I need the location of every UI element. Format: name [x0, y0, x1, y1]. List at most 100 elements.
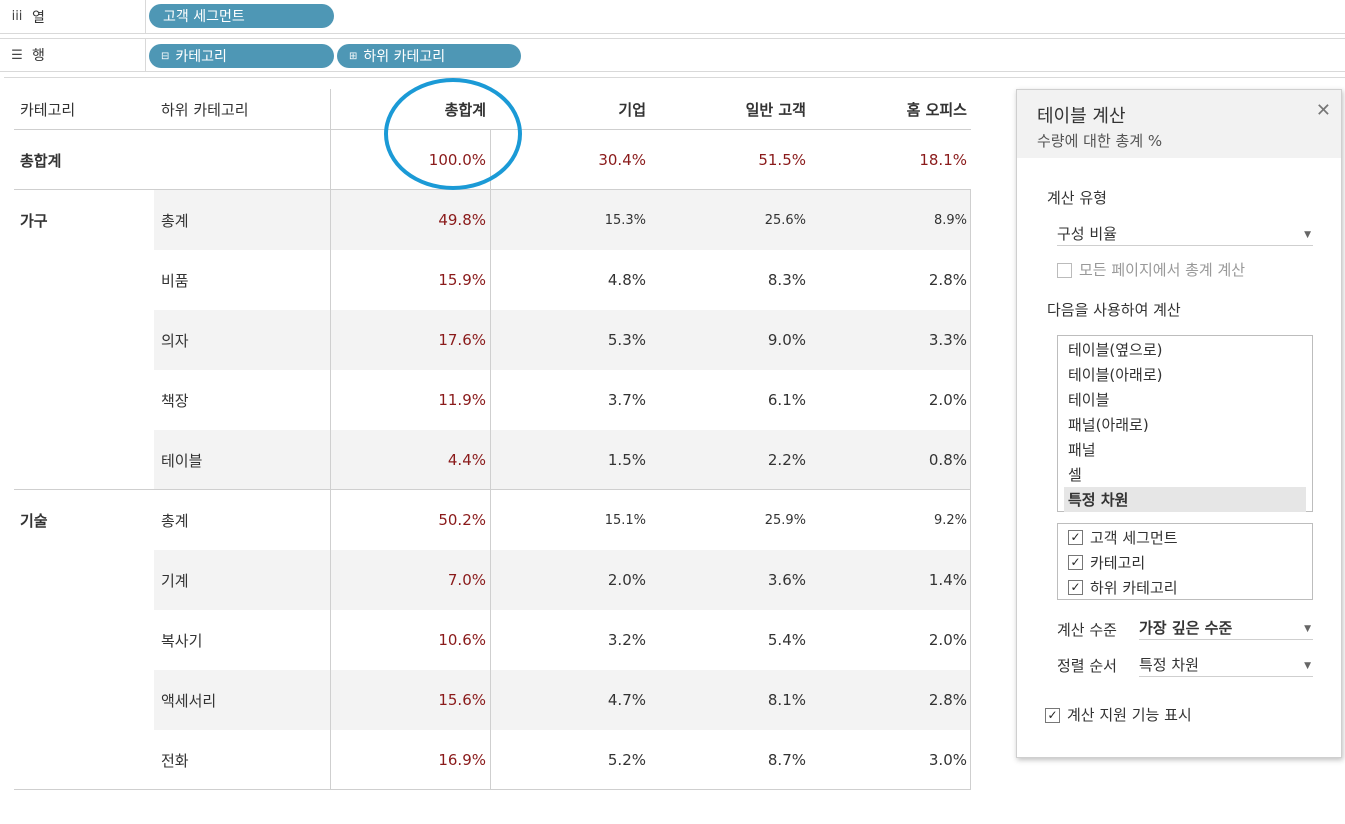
value-cell[interactable]: 25.9% [764, 512, 806, 528]
value-cell[interactable]: 3.3% [928, 331, 967, 349]
compute-option[interactable]: 패널(아래로) [1068, 416, 1149, 434]
value-cell[interactable]: 16.9% [438, 751, 486, 769]
category-technology[interactable]: 기술 [20, 512, 48, 530]
collapse-icon[interactable]: ⊟ [161, 50, 170, 62]
value-cell[interactable]: 8.9% [933, 212, 967, 228]
value-cell[interactable]: 8.3% [767, 271, 806, 289]
value-cell[interactable]: 2.0% [928, 631, 967, 649]
value-cell[interactable]: 8.1% [767, 691, 806, 709]
columns-shelf: iii 열 고객 세그먼트 [0, 0, 1345, 34]
dimension-item[interactable]: ✓ 카테고리 [1058, 550, 1312, 575]
sub-category-cell[interactable]: 총계 [161, 511, 189, 530]
value-cell[interactable]: 7.0% [447, 571, 486, 589]
value-cell[interactable]: 9.2% [933, 512, 967, 528]
header-sub-category[interactable]: 하위 카테고리 [161, 101, 249, 119]
value-cell[interactable]: 1.4% [928, 571, 967, 589]
dialog-header: 테이블 계산 수량에 대한 총계 % ✕ [1017, 90, 1341, 158]
grand-total-consumer[interactable]: 51.5% [758, 151, 806, 169]
compute-option[interactable]: 패널 [1068, 441, 1096, 459]
sub-category-cell[interactable]: 의자 [161, 331, 189, 350]
sub-category-cell[interactable]: 총계 [161, 211, 189, 230]
value-cell[interactable]: 11.9% [438, 391, 486, 409]
band [154, 310, 971, 370]
checkbox-checked[interactable]: ✓ [1045, 708, 1060, 723]
value-cell[interactable]: 50.2% [438, 511, 486, 529]
compute-option[interactable]: 테이블(옆으로) [1068, 341, 1163, 359]
grand-total-home-office[interactable]: 18.1% [919, 151, 967, 169]
value-cell[interactable]: 2.0% [607, 571, 646, 589]
value-cell[interactable]: 15.3% [604, 212, 646, 228]
pill-sub-category[interactable]: ⊞ 하위 카테고리 [337, 44, 521, 68]
sub-category-cell[interactable]: 기계 [161, 571, 189, 590]
compute-option[interactable]: 셀 [1068, 466, 1082, 484]
compute-option[interactable]: 테이블 [1068, 391, 1110, 409]
value-cell[interactable]: 6.1% [767, 391, 806, 409]
dropdown-arrow-icon: ▼ [1304, 230, 1311, 240]
value-cell[interactable]: 2.8% [928, 691, 967, 709]
header-home-office[interactable]: 홈 오피스 [906, 101, 967, 119]
band [154, 670, 971, 730]
sub-category-cell[interactable]: 책장 [161, 391, 189, 410]
value-cell[interactable]: 5.2% [607, 751, 646, 769]
value-cell[interactable]: 9.0% [767, 331, 806, 349]
columns-icon: iii [11, 9, 23, 24]
compute-option-selected[interactable]: 특정 차원 [1064, 487, 1306, 512]
value-cell[interactable]: 15.6% [438, 691, 486, 709]
checkbox-checked[interactable]: ✓ [1068, 580, 1083, 595]
value-cell[interactable]: 4.8% [607, 271, 646, 289]
sort-dropdown[interactable]: 특정 차원 ▼ [1139, 653, 1313, 677]
show-assistance-option[interactable]: ✓ 계산 지원 기능 표시 [1045, 704, 1192, 725]
compute-using-label: 다음을 사용하여 계산 [1047, 301, 1181, 319]
value-cell[interactable]: 2.2% [767, 451, 806, 469]
sub-category-cell[interactable]: 복사기 [161, 631, 203, 650]
level-label: 계산 수준 [1057, 621, 1117, 639]
dialog-subtitle: 수량에 대한 총계 % [1037, 132, 1163, 150]
sub-category-cell[interactable]: 비품 [161, 271, 189, 290]
value-cell[interactable]: 8.7% [767, 751, 806, 769]
value-cell[interactable]: 2.8% [928, 271, 967, 289]
sub-category-cell[interactable]: 테이블 [161, 451, 203, 470]
compute-using-list: 테이블(옆으로) 테이블(아래로) 테이블 패널(아래로) 패널 셀 특정 차원 [1057, 335, 1313, 512]
value-cell[interactable]: 10.6% [438, 631, 486, 649]
value-cell[interactable]: 2.0% [928, 391, 967, 409]
header-consumer[interactable]: 일반 고객 [745, 101, 806, 119]
rows-shelf: ☰ 행 ⊟ 카테고리 ⊞ 하위 카테고리 [0, 38, 1345, 72]
category-furniture[interactable]: 가구 [20, 212, 48, 230]
value-cell[interactable]: 15.9% [438, 271, 486, 289]
value-cell[interactable]: 4.4% [447, 451, 486, 469]
value-cell[interactable]: 49.8% [438, 211, 486, 229]
value-cell[interactable]: 4.7% [607, 691, 646, 709]
value-cell[interactable]: 3.0% [928, 751, 967, 769]
table-calculation-dialog: 테이블 계산 수량에 대한 총계 % ✕ 계산 유형 구성 비율 ▼ 모든 페이… [1016, 89, 1342, 758]
calc-type-label: 계산 유형 [1047, 189, 1107, 207]
grand-total-label: 총합계 [20, 151, 62, 170]
value-cell[interactable]: 5.3% [607, 331, 646, 349]
expand-icon[interactable]: ⊞ [349, 50, 358, 62]
pill-customer-segment[interactable]: 고객 세그먼트 [149, 4, 334, 28]
dimension-item[interactable]: ✓ 고객 세그먼트 [1058, 525, 1312, 550]
value-cell[interactable]: 0.8% [928, 451, 967, 469]
value-cell[interactable]: 1.5% [607, 451, 646, 469]
value-cell[interactable]: 25.6% [764, 212, 806, 228]
rows-shelf-label: ☰ 행 [4, 39, 146, 71]
checkbox-checked[interactable]: ✓ [1068, 555, 1083, 570]
calc-type-dropdown[interactable]: 구성 비율 ▼ [1057, 222, 1313, 246]
header-category[interactable]: 카테고리 [20, 101, 76, 119]
level-dropdown[interactable]: 가장 깊은 수준 ▼ [1139, 616, 1313, 640]
compute-option[interactable]: 테이블(아래로) [1068, 366, 1163, 384]
sub-category-cell[interactable]: 액세서리 [161, 691, 217, 710]
value-cell[interactable]: 15.1% [604, 512, 646, 528]
value-cell[interactable]: 17.6% [438, 331, 486, 349]
dimension-item[interactable]: ✓ 하위 카테고리 [1058, 575, 1312, 600]
value-cell[interactable]: 5.4% [767, 631, 806, 649]
sub-category-cell[interactable]: 전화 [161, 751, 189, 770]
value-cell[interactable]: 3.6% [767, 571, 806, 589]
divider [14, 489, 971, 490]
value-cell[interactable]: 3.2% [607, 631, 646, 649]
checkbox-checked[interactable]: ✓ [1068, 530, 1083, 545]
close-icon[interactable]: ✕ [1315, 100, 1331, 121]
grand-total-corporate[interactable]: 30.4% [598, 151, 646, 169]
pill-category[interactable]: ⊟ 카테고리 [149, 44, 334, 68]
value-cell[interactable]: 3.7% [607, 391, 646, 409]
header-corporate[interactable]: 기업 [618, 101, 646, 119]
